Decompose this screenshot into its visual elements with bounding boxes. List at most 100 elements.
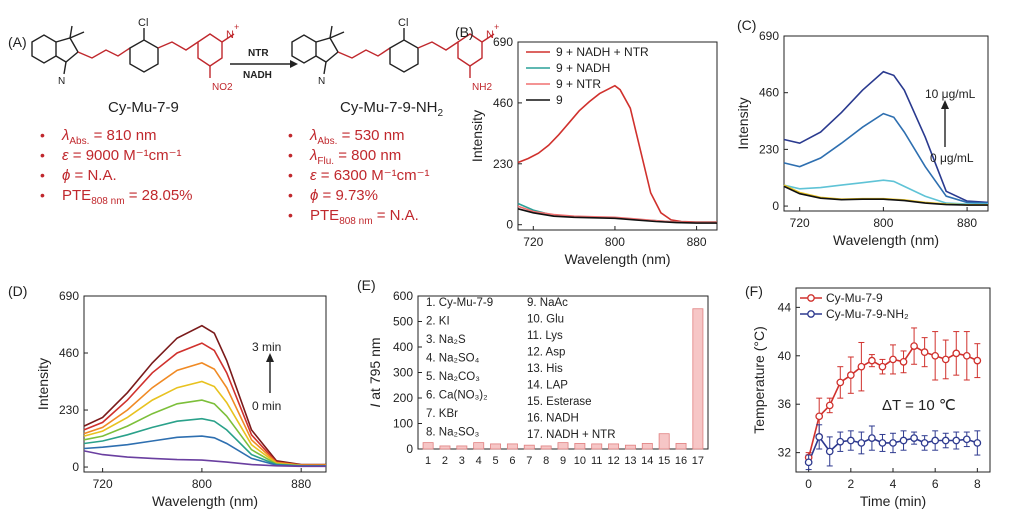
y-tick-label: 600 [393, 289, 413, 303]
bar-5 [490, 443, 502, 450]
data-point-0 [931, 351, 940, 360]
x-tick-label: 4 [476, 455, 482, 467]
nh2-label: NH2 [472, 82, 492, 93]
bar-12 [608, 443, 620, 450]
data-point-0 [920, 348, 929, 357]
y-axis-label: Intensity [35, 358, 51, 410]
legend-item: 15. Esterase [527, 396, 592, 408]
property-list-left: • λAbs. = 810 nm • ε = 9000 M⁻¹cm⁻¹ • ϕ = N.A… [40, 127, 193, 207]
legend-item: 1. Cy-Mu-7-9 [426, 297, 493, 309]
legend-item: 5. Na₂CO₃ [426, 371, 480, 383]
y-tick-label: 460 [59, 346, 79, 360]
x-tick-label: 2 [847, 477, 854, 491]
legend-item: 2. KI [426, 316, 450, 328]
right-bullet: • [288, 127, 293, 143]
data-point-0 [910, 342, 918, 350]
y-tick-label: 0 [72, 460, 79, 474]
legend-label-2: 9 + NTR [556, 77, 601, 91]
structure-cy-mu-7-9-nh2 [291, 25, 495, 78]
compound-name-right: Cy-Mu-7-9-NH2 [340, 99, 444, 119]
legend-item: 13. His [527, 363, 563, 375]
gradient-arrow-head [266, 353, 274, 362]
x-tick-label: 880 [687, 235, 707, 249]
x-tick-label: 6 [509, 455, 515, 467]
series-line-5 [83, 417, 326, 467]
legend-item: 17. NADH + NTR [527, 429, 616, 441]
data-point-0 [825, 401, 834, 410]
arrow-label-nadh: NADH [243, 70, 272, 81]
x-tick-label: 13 [624, 455, 636, 467]
panel-label-e: (E) [357, 277, 376, 293]
n-label-left: N [58, 76, 65, 87]
right-bullet: • [288, 147, 293, 163]
legend-item: 6. Ca(NO₃)₂ [426, 390, 488, 402]
left-bullet: • [40, 187, 45, 203]
y-tick-label: 36 [778, 397, 792, 411]
panel-b: (B) 720 800 880 0 230 460 690 Wavelength (nm) In… [455, 24, 718, 267]
legend-marker-0 [807, 294, 815, 302]
x-tick-label: 800 [192, 477, 212, 491]
data-point-0 [878, 362, 887, 371]
data-point-0 [899, 357, 908, 366]
x-tick-label: 800 [605, 235, 625, 249]
data-point-1 [962, 435, 971, 444]
panel-a: (A) Cl N N + NO2 NTR NADH [8, 17, 499, 227]
series-line-1 [783, 112, 989, 204]
y-tick-label: 100 [393, 417, 413, 431]
x-tick-label: 1 [425, 455, 431, 467]
series-line-1 [83, 342, 326, 466]
legend-item: 14. LAP [527, 380, 568, 392]
x-tick-label: 7 [526, 455, 532, 467]
legend-item: 7. KBr [426, 408, 458, 420]
data-point-0 [868, 356, 876, 365]
series-line-7 [83, 450, 326, 468]
y-tick-label: 690 [59, 289, 79, 303]
annotation-top: 3 min [252, 340, 281, 354]
x-tick-label: 2 [442, 455, 448, 467]
right-bullet: • [288, 207, 293, 223]
property-list-right: • λAbs. = 530 nm • λFlu. = 800 nm • ε = 6300 … [288, 127, 430, 227]
bar-14 [641, 442, 653, 450]
bar-11 [591, 443, 603, 450]
x-tick-label: 720 [93, 477, 113, 491]
x-tick-label: 720 [790, 216, 810, 230]
plot-frame [83, 295, 327, 473]
data-point-0 [836, 378, 845, 387]
arrow-label-ntr: NTR [248, 48, 269, 59]
reaction-arrow-head [290, 60, 298, 68]
bar-8 [540, 445, 552, 450]
series-line-3 [517, 208, 717, 224]
left-property: PTE808 nm = 28.05% [62, 187, 193, 207]
data-point-1 [899, 436, 908, 445]
y-axis-label: Temperature (°C) [751, 326, 767, 434]
legend-item: 12. Asp [527, 347, 565, 359]
x-tick-label: 880 [957, 216, 977, 230]
series-line-6 [83, 435, 326, 467]
bar-16 [675, 442, 687, 450]
data-point-1 [941, 436, 950, 445]
data-point-0 [973, 356, 982, 365]
legend-label-1: 9 + NADH [556, 61, 610, 75]
legend-item: 9. NaAc [527, 297, 568, 309]
plus-label-right: + [494, 22, 499, 32]
data-point-1 [846, 436, 855, 445]
series-line-2 [517, 205, 717, 224]
x-tick-label: 3 [459, 455, 465, 467]
legend-item: 4. Na₂SO₄ [426, 353, 480, 365]
data-point-0 [952, 349, 961, 358]
x-tick-label: 800 [873, 216, 893, 230]
gradient-arrow-head [941, 100, 949, 109]
n-plus-label-left: N [226, 29, 234, 41]
series-line-0 [783, 70, 989, 204]
x-axis-label: Wavelength (nm) [152, 493, 258, 509]
y-tick-label: 32 [778, 446, 792, 460]
plot-frame [517, 41, 718, 231]
legend-marker-1 [807, 310, 815, 318]
data-point-1 [973, 439, 982, 447]
x-tick-label: 17 [692, 455, 704, 467]
data-point-1 [931, 436, 940, 445]
data-point-1 [952, 436, 961, 445]
series-line-4 [783, 185, 988, 206]
series-line-2 [83, 362, 326, 466]
